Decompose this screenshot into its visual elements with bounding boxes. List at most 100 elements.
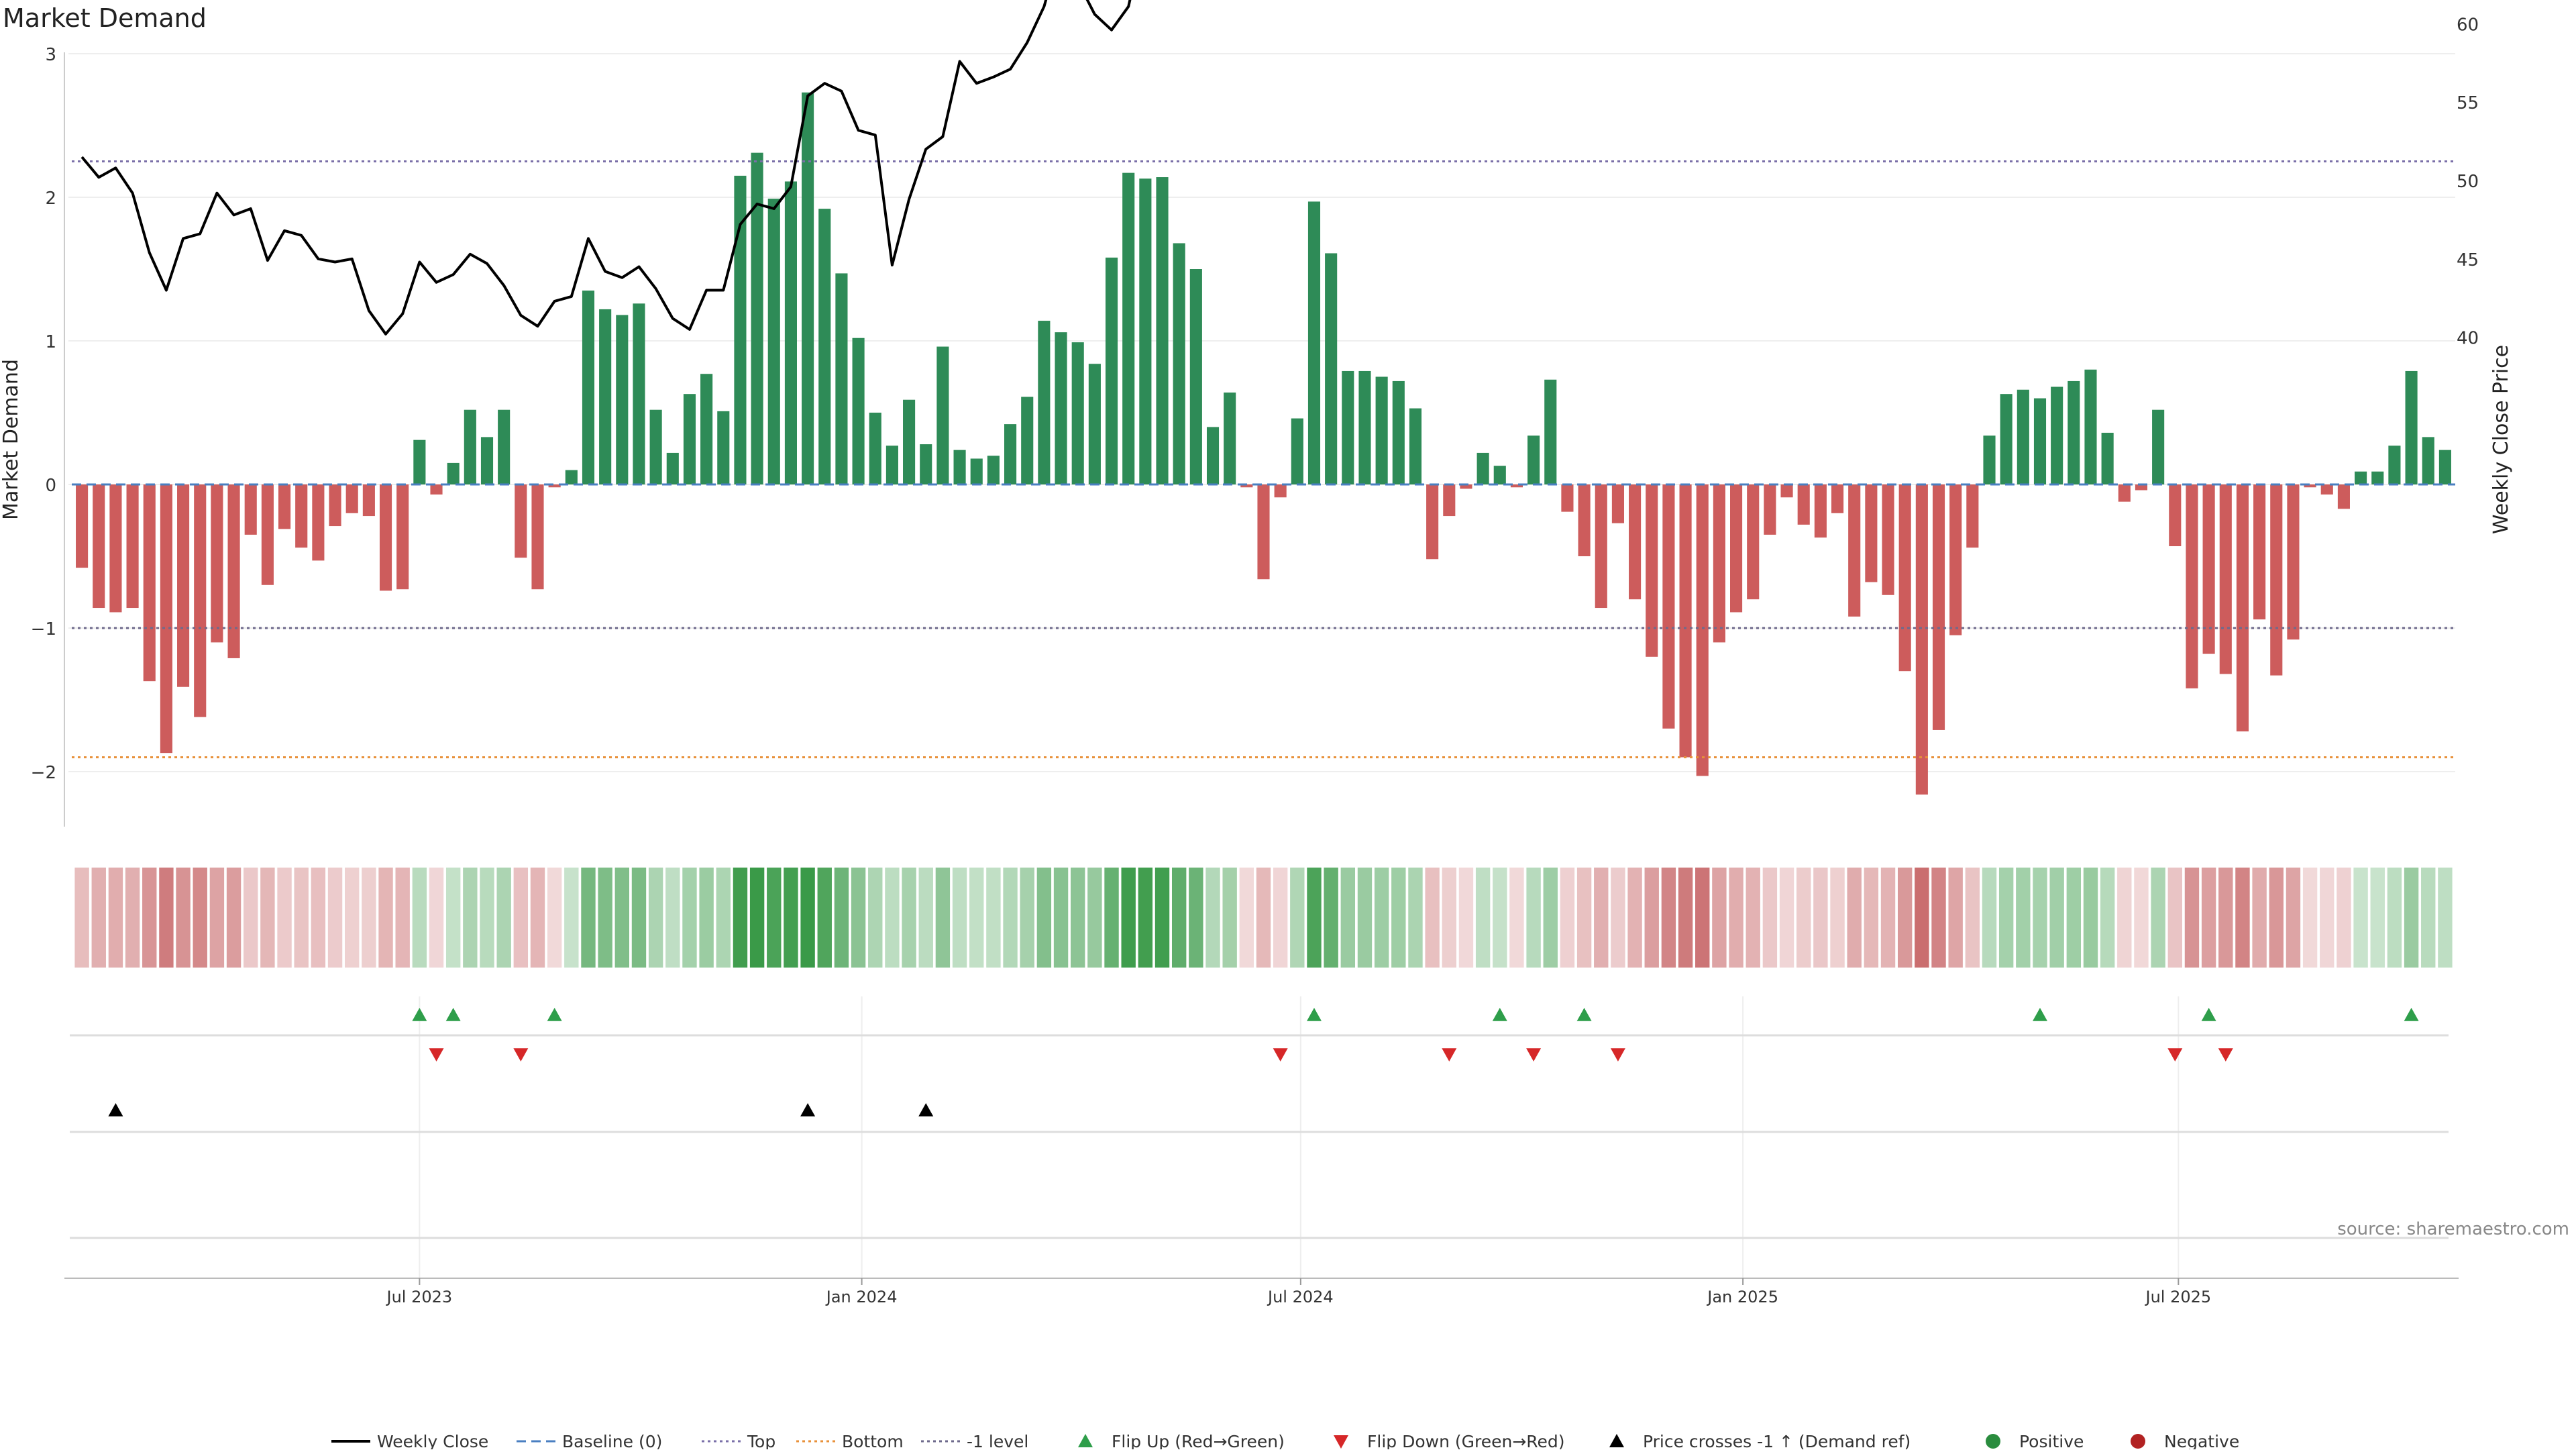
- intensity-cell: [2167, 868, 2182, 968]
- flip-up-marker: [2032, 1008, 2047, 1021]
- intensity-cell: [412, 868, 427, 968]
- intensity-cell: [277, 868, 292, 968]
- flip-down-marker: [2167, 1048, 2183, 1061]
- demand-bar: [531, 484, 544, 590]
- intensity-cell: [1543, 868, 1558, 968]
- y2-tick-label: 50: [2457, 172, 2479, 192]
- intensity-cell: [480, 868, 494, 968]
- intensity-cell: [564, 868, 579, 968]
- demand-bar: [700, 374, 713, 484]
- weekly-close-line: [80, 0, 1132, 335]
- demand-bar: [1460, 484, 1472, 489]
- demand-bar: [1949, 484, 1962, 635]
- flip-down-marker: [1442, 1048, 1457, 1061]
- demand-bar: [1780, 484, 1793, 498]
- flip-down-marker: [1610, 1048, 1625, 1061]
- demand-bar: [2236, 484, 2249, 732]
- intensity-cell: [614, 868, 630, 968]
- demand-bar: [1561, 484, 1574, 512]
- intensity-cell: [1357, 868, 1373, 968]
- intensity-cell: [1408, 868, 1423, 968]
- demand-bar: [1004, 424, 1017, 484]
- intensity-cell: [699, 868, 714, 968]
- intensity-cell: [1273, 868, 1288, 968]
- intensity-cell: [2286, 868, 2301, 968]
- demand-bar: [565, 470, 578, 484]
- demand-bar: [1848, 484, 1861, 617]
- y-tick-label: 2: [45, 189, 56, 209]
- demand-bar: [2101, 432, 2114, 484]
- intensity-cell: [1425, 868, 1440, 968]
- demand-bar: [1595, 484, 1607, 609]
- intensity-cell: [1171, 868, 1187, 968]
- intensity-cell: [362, 868, 376, 968]
- demand-bar: [2033, 398, 2047, 484]
- intensity-cell: [496, 868, 511, 968]
- demand-bar: [126, 484, 139, 609]
- demand-bar: [2287, 484, 2300, 640]
- legend-label: Top: [747, 1432, 775, 1449]
- demand-bar: [430, 484, 443, 495]
- flip-up-marker: [547, 1008, 562, 1021]
- demand-bar: [633, 303, 645, 484]
- demand-bar: [818, 209, 831, 484]
- demand-bar: [1325, 253, 1338, 484]
- intensity-cell: [851, 868, 866, 968]
- intensity-cell: [1897, 868, 1913, 968]
- intensity-cell: [598, 868, 612, 968]
- intensity-cell: [2269, 868, 2284, 968]
- intensity-cell: [327, 868, 343, 968]
- y2-tick-label: 40: [2457, 329, 2479, 349]
- demand-bar: [2068, 380, 2080, 484]
- x-tick-label: Jan 2025: [1706, 1288, 1778, 1306]
- demand-bar: [936, 346, 949, 484]
- chart-title: Market Demand: [3, 3, 207, 33]
- demand-bar: [970, 458, 983, 484]
- legend-label: Flip Up (Red→Green): [1112, 1432, 1285, 1449]
- demand-bar: [515, 484, 527, 558]
- intensity-cell: [91, 868, 106, 968]
- demand-bar: [1206, 427, 1220, 484]
- intensity-cell: [311, 868, 326, 968]
- intensity-cell: [1493, 868, 1507, 968]
- demand-bar: [2337, 484, 2350, 509]
- demand-bar: [2253, 484, 2266, 620]
- signal-markers: [70, 1008, 2449, 1239]
- intensity-cell: [902, 868, 916, 968]
- demand-bar: [852, 338, 865, 484]
- demand-bar: [1189, 269, 1202, 484]
- demand-bar: [278, 484, 291, 529]
- intensity-cell: [1239, 868, 1254, 968]
- intensity-cell: [1576, 868, 1592, 968]
- demand-bar: [329, 484, 341, 527]
- demand-bar: [2118, 484, 2131, 502]
- grid: [68, 53, 2455, 1278]
- intensity-cell: [2134, 868, 2149, 968]
- flip-up-marker: [1306, 1008, 1322, 1021]
- intensity-cell: [142, 868, 157, 968]
- intensity-cell: [294, 868, 309, 968]
- intensity-cell: [952, 868, 967, 968]
- intensity-cell: [260, 868, 275, 968]
- intensity-cell: [682, 868, 697, 968]
- intensity-cell: [1121, 868, 1136, 968]
- intensity-cell: [2421, 868, 2436, 968]
- demand-bar: [1730, 484, 1743, 613]
- intensity-cell: [1982, 868, 1997, 968]
- intensity-cell: [1644, 868, 1659, 968]
- legend-marker-icon: [1078, 1434, 1093, 1447]
- demand-bar: [920, 444, 932, 484]
- demand-bar: [2169, 484, 2182, 547]
- demand-bar: [1274, 484, 1287, 498]
- intensity-cell: [2016, 868, 2031, 968]
- intensity-cell: [1087, 868, 1102, 968]
- demand-bar: [1662, 484, 1675, 729]
- demand-bar: [1646, 484, 1658, 657]
- intensity-cell: [2218, 868, 2233, 968]
- intensity-cell: [513, 868, 529, 968]
- legend-label: Baseline (0): [562, 1432, 662, 1449]
- intensity-cell: [2201, 868, 2216, 968]
- intensity-cell: [1475, 868, 1491, 968]
